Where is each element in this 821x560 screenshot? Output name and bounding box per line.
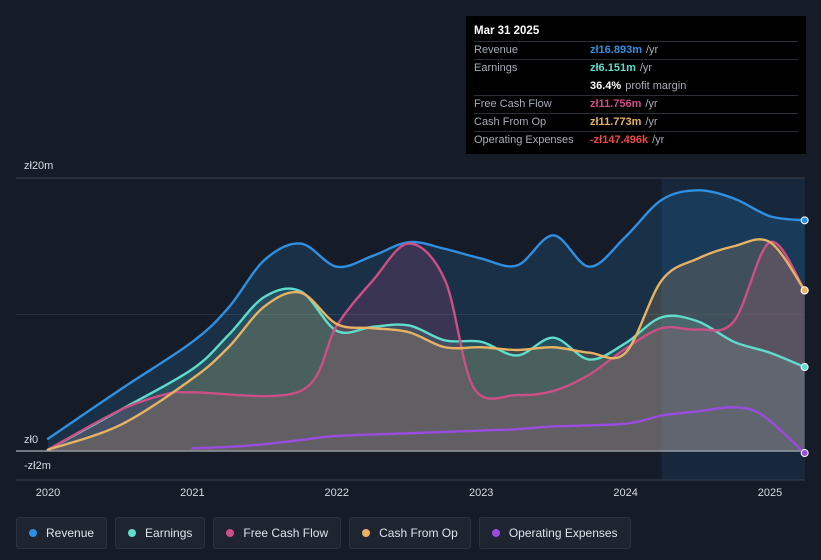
tooltip-label: Revenue [474, 44, 519, 56]
cash-from-op-line [46, 238, 806, 451]
x-tick-label: 2025 [758, 487, 782, 499]
legend-label: Earnings [145, 526, 193, 540]
earnings-end-point[interactable] [800, 363, 809, 372]
legend-item-operating-expenses[interactable]: Operating Expenses [478, 517, 631, 549]
tooltip-value: zł16.893m [590, 44, 642, 56]
tooltip-unit: /yr [652, 134, 665, 146]
operating-expenses-line [191, 406, 806, 455]
revenue-end-point[interactable] [800, 216, 809, 225]
tooltip-value: 36.4% [590, 80, 622, 92]
tooltip-label: Operating Expenses [474, 134, 574, 146]
tooltip-label: Earnings [474, 62, 518, 74]
tooltip-panel: Mar 31 2025 Revenue zł16.893m /yr Earnin… [466, 16, 806, 154]
legend-dot-icon [128, 529, 137, 537]
earnings-line [46, 287, 806, 451]
legend-item-earnings[interactable]: Earnings [115, 517, 206, 549]
tooltip-row-earnings: Earnings zł6.151m /yr [474, 59, 798, 77]
legend-item-free-cash-flow[interactable]: Free Cash Flow [213, 517, 342, 549]
legend-item-cash-from-op[interactable]: Cash From Op [349, 517, 471, 549]
tooltip-label: Cash From Op [474, 116, 547, 128]
cash-from-op-area [48, 239, 805, 451]
tooltip-row-cash-from-op: Cash From Op zł11.773m /yr [474, 113, 798, 131]
x-tick-label: 2024 [613, 487, 637, 499]
tooltip-unit: /yr [645, 116, 658, 128]
legend-item-revenue[interactable]: Revenue [16, 517, 108, 549]
y-tick-label: -zł2m [24, 460, 51, 472]
tooltip-value: zł6.151m [590, 62, 636, 74]
free-cash-flow-line [46, 240, 806, 451]
y-tick-label: zł20m [24, 160, 53, 172]
tooltip-label: Free Cash Flow [474, 98, 552, 110]
legend-label: Cash From Op [379, 526, 458, 540]
earnings-area [48, 288, 805, 451]
legend-label: Revenue [46, 526, 95, 540]
legend-dot-icon [491, 529, 500, 537]
tooltip-label [474, 78, 590, 95]
operating-expenses-end-point[interactable] [800, 449, 809, 458]
x-tick-label: 2022 [325, 487, 349, 499]
tooltip-row-profit-margin: 36.4% profit margin [474, 77, 798, 95]
tooltip-date: Mar 31 2025 [474, 25, 540, 37]
legend-label: Operating Expenses [508, 526, 618, 540]
tooltip-value: zł11.756m [590, 98, 642, 110]
cash-from-op-end-point[interactable] [800, 286, 809, 295]
revenue-area [48, 190, 805, 451]
tooltip-unit: /yr [639, 62, 653, 74]
x-tick-label: 2023 [469, 487, 493, 499]
tooltip-unit: /yr [645, 98, 658, 110]
tooltip-row-operating-expenses: Operating Expenses -zł147.496k /yr [474, 131, 798, 149]
chart-legend: Revenue Earnings Free Cash Flow Cash Fro… [16, 517, 639, 549]
y-tick-label: zł0 [24, 434, 38, 446]
x-tick-label: 2021 [180, 487, 204, 499]
free-cash-flow-area [48, 241, 805, 451]
legend-dot-icon [226, 529, 235, 537]
revenue-line [46, 189, 806, 440]
tooltip-value: zł11.773m [590, 116, 642, 128]
legend-dot-icon [29, 529, 37, 537]
tooltip-unit: profit margin [625, 80, 687, 92]
tooltip-unit: /yr [645, 44, 659, 56]
legend-dot-icon [362, 529, 371, 537]
x-tick-label: 2020 [36, 487, 60, 499]
tooltip-row-revenue: Revenue zł16.893m /yr [474, 41, 798, 59]
legend-label: Free Cash Flow [243, 526, 329, 540]
tooltip-row-free-cash-flow: Free Cash Flow zł11.756m /yr [474, 95, 798, 113]
tooltip-value: -zł147.496k [590, 134, 649, 146]
